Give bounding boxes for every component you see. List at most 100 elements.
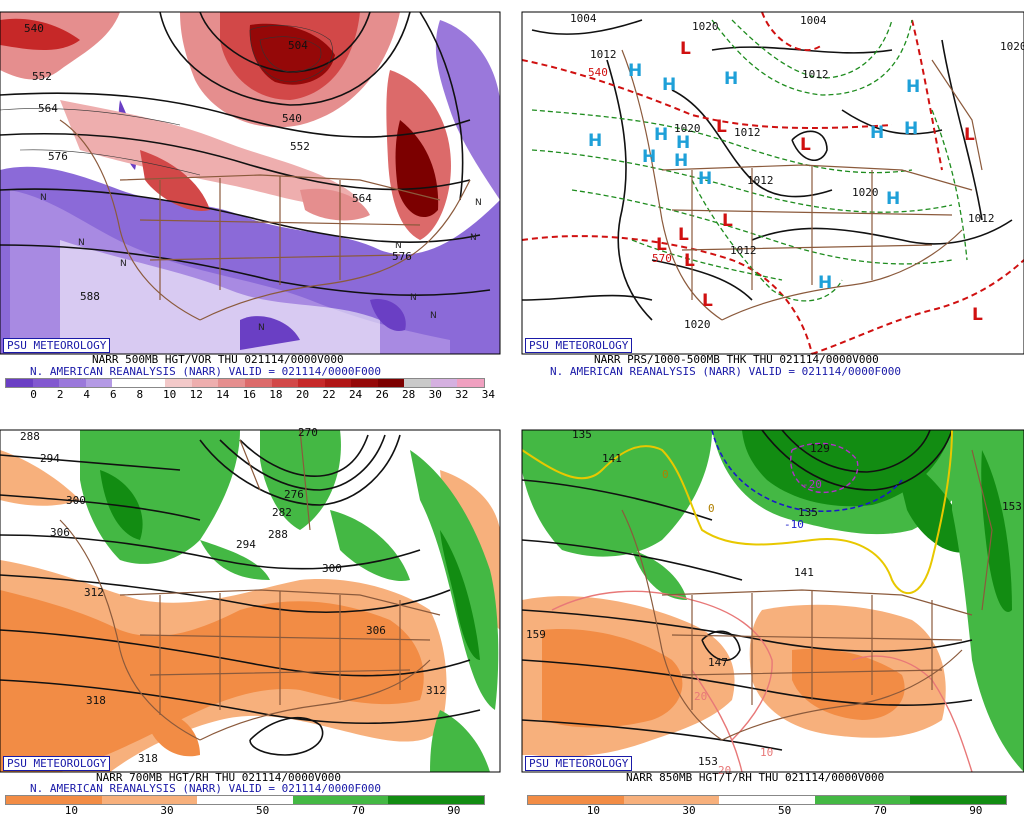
colorbar xyxy=(5,795,485,805)
contour-label: 141 xyxy=(794,566,814,579)
low-marker: L xyxy=(964,125,975,145)
colorbar-segment xyxy=(6,796,103,804)
high-marker: H xyxy=(674,151,688,171)
high-marker: H xyxy=(676,133,690,153)
contour-label: 1012 xyxy=(734,126,761,139)
panel-850mb-temp-rh: 135 141 129 -20 135 -10 141 147 153 159 … xyxy=(512,410,1024,819)
high-marker: H xyxy=(588,131,602,151)
colorbar-segment xyxy=(528,796,625,804)
contour-label: 1004 xyxy=(800,14,827,27)
low-marker: L xyxy=(716,117,727,137)
contour-label: 10 xyxy=(760,746,773,759)
pressure-markers: L L L L L L L L L L H H H H H H H H H H … xyxy=(588,39,983,325)
contour-label: 1020 xyxy=(1000,40,1024,53)
colorbar-tick-label: 26 xyxy=(375,388,389,401)
contour-label: 129 xyxy=(810,442,830,455)
colorbar-segment xyxy=(165,379,193,387)
contour-label: 1020 xyxy=(684,318,711,331)
high-marker: H xyxy=(724,69,738,89)
map-title: NARR 850MB HGT/T/RH THU 021114/0000V000 xyxy=(626,771,885,784)
high-marker: H xyxy=(904,119,918,139)
map-title: NARR 700MB HGT/RH THU 021114/0000V000 xyxy=(96,771,342,784)
contour-label: 153 xyxy=(1002,500,1022,513)
contour-label: 312 xyxy=(84,586,104,599)
contour-label: 1012 xyxy=(968,212,995,225)
contour-label: 1012 xyxy=(590,48,617,61)
contour-label: 1020 xyxy=(692,20,719,33)
pressure-marker: N xyxy=(120,259,127,269)
colorbar-tick-label: 10 xyxy=(64,804,79,817)
colorbar-ticks: 0 2 4 6 8 10 12 14 16 18 20 22 24 26 28 30 32 34 xyxy=(0,388,512,402)
colorbar-segment xyxy=(719,796,816,804)
low-marker: L xyxy=(800,135,811,155)
map-subtitle: N. AMERICAN REANALYSIS (NARR) VALID = 02… xyxy=(30,782,381,795)
colorbar-segment xyxy=(101,796,198,804)
colorbar-segment xyxy=(245,379,273,387)
map-title: NARR 500MB HGT/VOR THU 021114/0000V000 xyxy=(92,353,344,366)
high-marker: H xyxy=(906,77,920,97)
contour-label: 20 xyxy=(694,690,707,703)
contour-label: 282 xyxy=(272,506,292,519)
contour-label: 540 xyxy=(588,66,608,79)
map-subtitle: N. AMERICAN REANALYSIS (NARR) VALID = 02… xyxy=(550,365,901,378)
colorbar-tick-label: 28 xyxy=(402,388,416,401)
contour-label: 552 xyxy=(32,70,52,83)
colorbar-segment xyxy=(623,796,720,804)
high-marker: H xyxy=(662,75,676,95)
contour-label: 1012 xyxy=(730,244,757,257)
colorbar-segment xyxy=(6,379,34,387)
contour-labels: 540 552 564 576 504 540 552 564 576 588 xyxy=(24,22,412,303)
colorbar-segment xyxy=(271,379,299,387)
contour-label: -10 xyxy=(784,518,804,531)
map-subtitle: N. AMERICAN REANALYSIS (NARR) VALID = 02… xyxy=(30,365,381,378)
contour-label: 288 xyxy=(20,430,40,443)
colorbar-segment xyxy=(59,379,87,387)
pressure-marker: N xyxy=(470,233,477,243)
colorbar-segment xyxy=(292,796,389,804)
colorbar-segment xyxy=(377,379,405,387)
colorbar xyxy=(527,795,1007,805)
low-marker: L xyxy=(678,225,689,245)
colorbar-segment xyxy=(191,379,219,387)
contour-label: 0 xyxy=(662,468,669,481)
colorbar-tick-label: 34 xyxy=(481,388,495,401)
contour-label: 576 xyxy=(48,150,68,163)
contour-label: 153 xyxy=(698,755,718,768)
contour-labels: 1004 1012 1020 1004 1012 1020 1012 1020 … xyxy=(570,12,1024,331)
colorbar-tick-label: 12 xyxy=(189,388,203,401)
contour-label: 564 xyxy=(352,192,372,205)
colorbar-tick-label: 6 xyxy=(109,388,117,401)
contour-label: 318 xyxy=(86,694,106,707)
colorbar-tick-label: 90 xyxy=(447,804,461,817)
contour-label: 312 xyxy=(426,684,446,697)
colorbar-tick-label: 24 xyxy=(348,388,363,401)
colorbar-tick-label: 30 xyxy=(428,388,442,401)
colorbar-tick-label: 18 xyxy=(269,388,283,401)
contour-label: 159 xyxy=(526,628,546,641)
colorbar-segment xyxy=(32,379,60,387)
contour-label: 300 xyxy=(322,562,342,575)
credit-tag: PSU METEOROLOGY xyxy=(3,338,111,353)
low-marker: L xyxy=(722,211,733,231)
colorbar-segment xyxy=(324,379,352,387)
low-marker: L xyxy=(680,39,691,59)
colorbar-tick-label: 30 xyxy=(160,804,174,817)
contour-label: 540 xyxy=(24,22,44,35)
pressure-marker: N xyxy=(410,293,417,303)
contour-label: 576 xyxy=(392,250,412,263)
contour-label: 306 xyxy=(50,526,70,539)
contour-label: 288 xyxy=(268,528,288,541)
high-marker: H xyxy=(886,189,900,209)
contour-label: 141 xyxy=(602,452,622,465)
panel-pressure-thickness: 1004 1012 1020 1004 1012 1020 1012 1020 … xyxy=(512,0,1024,410)
high-marker: H xyxy=(698,169,712,189)
pressure-markers: N N N N N N N N N xyxy=(40,193,482,333)
colorbar-tick-label: 8 xyxy=(136,388,144,401)
contour-labels: 135 141 129 -20 135 -10 141 147 153 159 … xyxy=(526,428,1022,777)
colorbar-tick-label: 50 xyxy=(778,804,792,817)
low-marker: L xyxy=(656,235,667,255)
colorbar-tick-label: 16 xyxy=(242,388,256,401)
contour-label: 564 xyxy=(38,102,58,115)
colorbar-tick-label: 30 xyxy=(682,804,696,817)
low-marker: L xyxy=(702,291,713,311)
